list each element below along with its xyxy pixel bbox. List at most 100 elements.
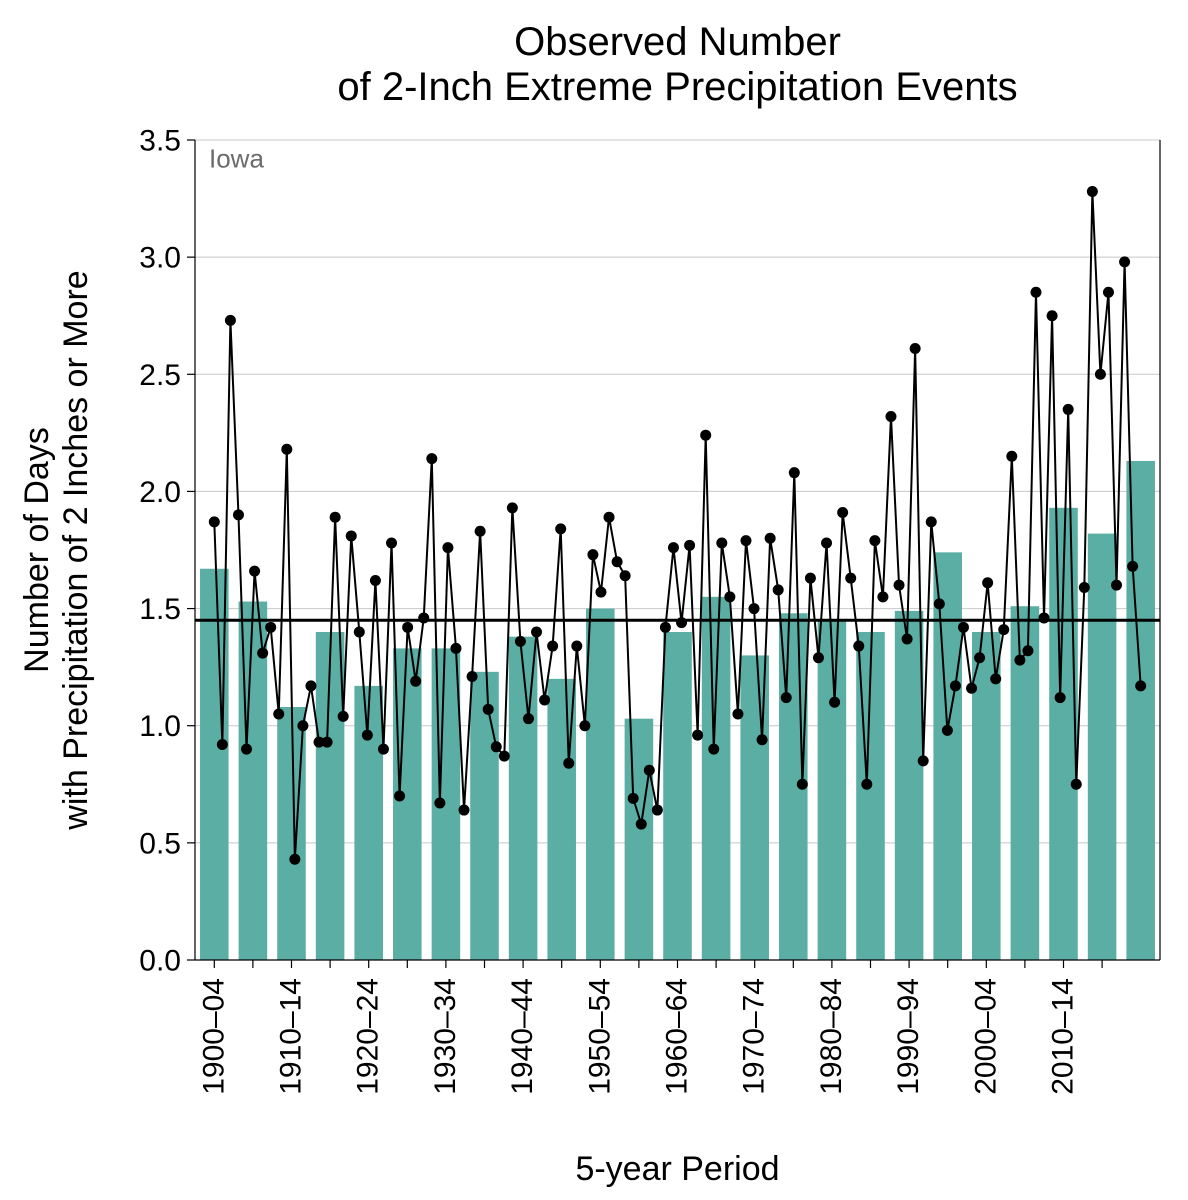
marker xyxy=(692,730,703,741)
precipitation-chart: Observed Numberof 2-Inch Extreme Precipi… xyxy=(0,0,1188,1200)
marker xyxy=(499,751,510,762)
marker xyxy=(853,641,864,652)
y-axis-label-line1: Number of Days xyxy=(18,427,56,673)
xtick-label: 1920–24 xyxy=(352,978,385,1095)
marker xyxy=(910,343,921,354)
marker xyxy=(982,577,993,588)
ytick-label: 2.5 xyxy=(139,359,181,392)
marker xyxy=(249,566,260,577)
marker xyxy=(459,805,470,816)
bar xyxy=(470,672,499,960)
marker xyxy=(523,713,534,724)
marker xyxy=(829,697,840,708)
marker xyxy=(1103,287,1114,298)
marker xyxy=(338,711,349,722)
marker xyxy=(902,634,913,645)
marker xyxy=(386,537,397,548)
x-axis-label: 5-year Period xyxy=(575,1150,779,1188)
marker xyxy=(209,516,220,527)
marker xyxy=(434,798,445,809)
marker xyxy=(990,673,1001,684)
y-axis-label-line2: with Precipitation of 2 Inches or More xyxy=(57,270,95,830)
marker xyxy=(346,530,357,541)
marker xyxy=(426,453,437,464)
marker xyxy=(402,622,413,633)
marker xyxy=(861,779,872,790)
marker xyxy=(555,523,566,534)
marker xyxy=(483,704,494,715)
marker xyxy=(322,737,333,748)
marker xyxy=(894,580,905,591)
marker xyxy=(531,627,542,638)
ytick-label: 1.5 xyxy=(139,593,181,626)
bar xyxy=(586,609,615,960)
marker xyxy=(684,540,695,551)
xtick-label: 1930–34 xyxy=(429,978,462,1095)
marker xyxy=(604,512,615,523)
xtick-label: 1900–04 xyxy=(197,978,230,1095)
xtick-label: 1990–94 xyxy=(892,978,925,1095)
marker xyxy=(805,573,816,584)
marker xyxy=(563,758,574,769)
ytick-label: 3.5 xyxy=(139,125,181,158)
xtick-label: 1960–64 xyxy=(661,978,694,1095)
marker xyxy=(1047,310,1058,321)
bar xyxy=(1088,534,1117,960)
marker xyxy=(1119,256,1130,267)
marker xyxy=(241,744,252,755)
marker xyxy=(289,854,300,865)
marker xyxy=(926,516,937,527)
marker xyxy=(1071,779,1082,790)
marker xyxy=(330,512,341,523)
marker xyxy=(595,587,606,598)
marker xyxy=(362,730,373,741)
chart-title-line1: Observed Number xyxy=(514,20,841,64)
marker xyxy=(418,612,429,623)
xtick-label: 1940–44 xyxy=(506,978,539,1095)
marker xyxy=(998,624,1009,635)
ytick-label: 3.0 xyxy=(139,242,181,275)
marker xyxy=(1135,680,1146,691)
bar xyxy=(933,552,962,960)
marker xyxy=(273,709,284,720)
marker xyxy=(587,549,598,560)
marker xyxy=(225,315,236,326)
marker xyxy=(716,537,727,548)
marker xyxy=(757,734,768,745)
marker xyxy=(1022,645,1033,656)
marker xyxy=(1079,582,1090,593)
marker xyxy=(732,709,743,720)
marker xyxy=(233,509,244,520)
marker xyxy=(885,411,896,422)
marker xyxy=(1039,612,1050,623)
xtick-label: 1970–74 xyxy=(738,978,771,1095)
marker xyxy=(579,720,590,731)
marker xyxy=(700,430,711,441)
marker xyxy=(217,739,228,750)
marker xyxy=(297,720,308,731)
ytick-label: 0.5 xyxy=(139,827,181,860)
bar xyxy=(702,597,731,960)
marker xyxy=(869,535,880,546)
marker xyxy=(708,744,719,755)
marker xyxy=(966,683,977,694)
marker xyxy=(781,692,792,703)
bar xyxy=(625,719,654,960)
marker xyxy=(974,652,985,663)
marker xyxy=(789,467,800,478)
marker xyxy=(281,444,292,455)
marker xyxy=(1055,692,1066,703)
ytick-label: 0.0 xyxy=(139,945,181,978)
marker xyxy=(668,542,679,553)
xtick-label: 1980–84 xyxy=(815,978,848,1095)
marker xyxy=(442,542,453,553)
marker xyxy=(1111,580,1122,591)
marker xyxy=(877,591,888,602)
marker xyxy=(265,622,276,633)
marker xyxy=(797,779,808,790)
marker xyxy=(676,617,687,628)
bar xyxy=(895,611,924,960)
chart-title-line2: of 2-Inch Extreme Precipitation Events xyxy=(337,65,1017,109)
marker xyxy=(394,791,405,802)
marker xyxy=(644,765,655,776)
